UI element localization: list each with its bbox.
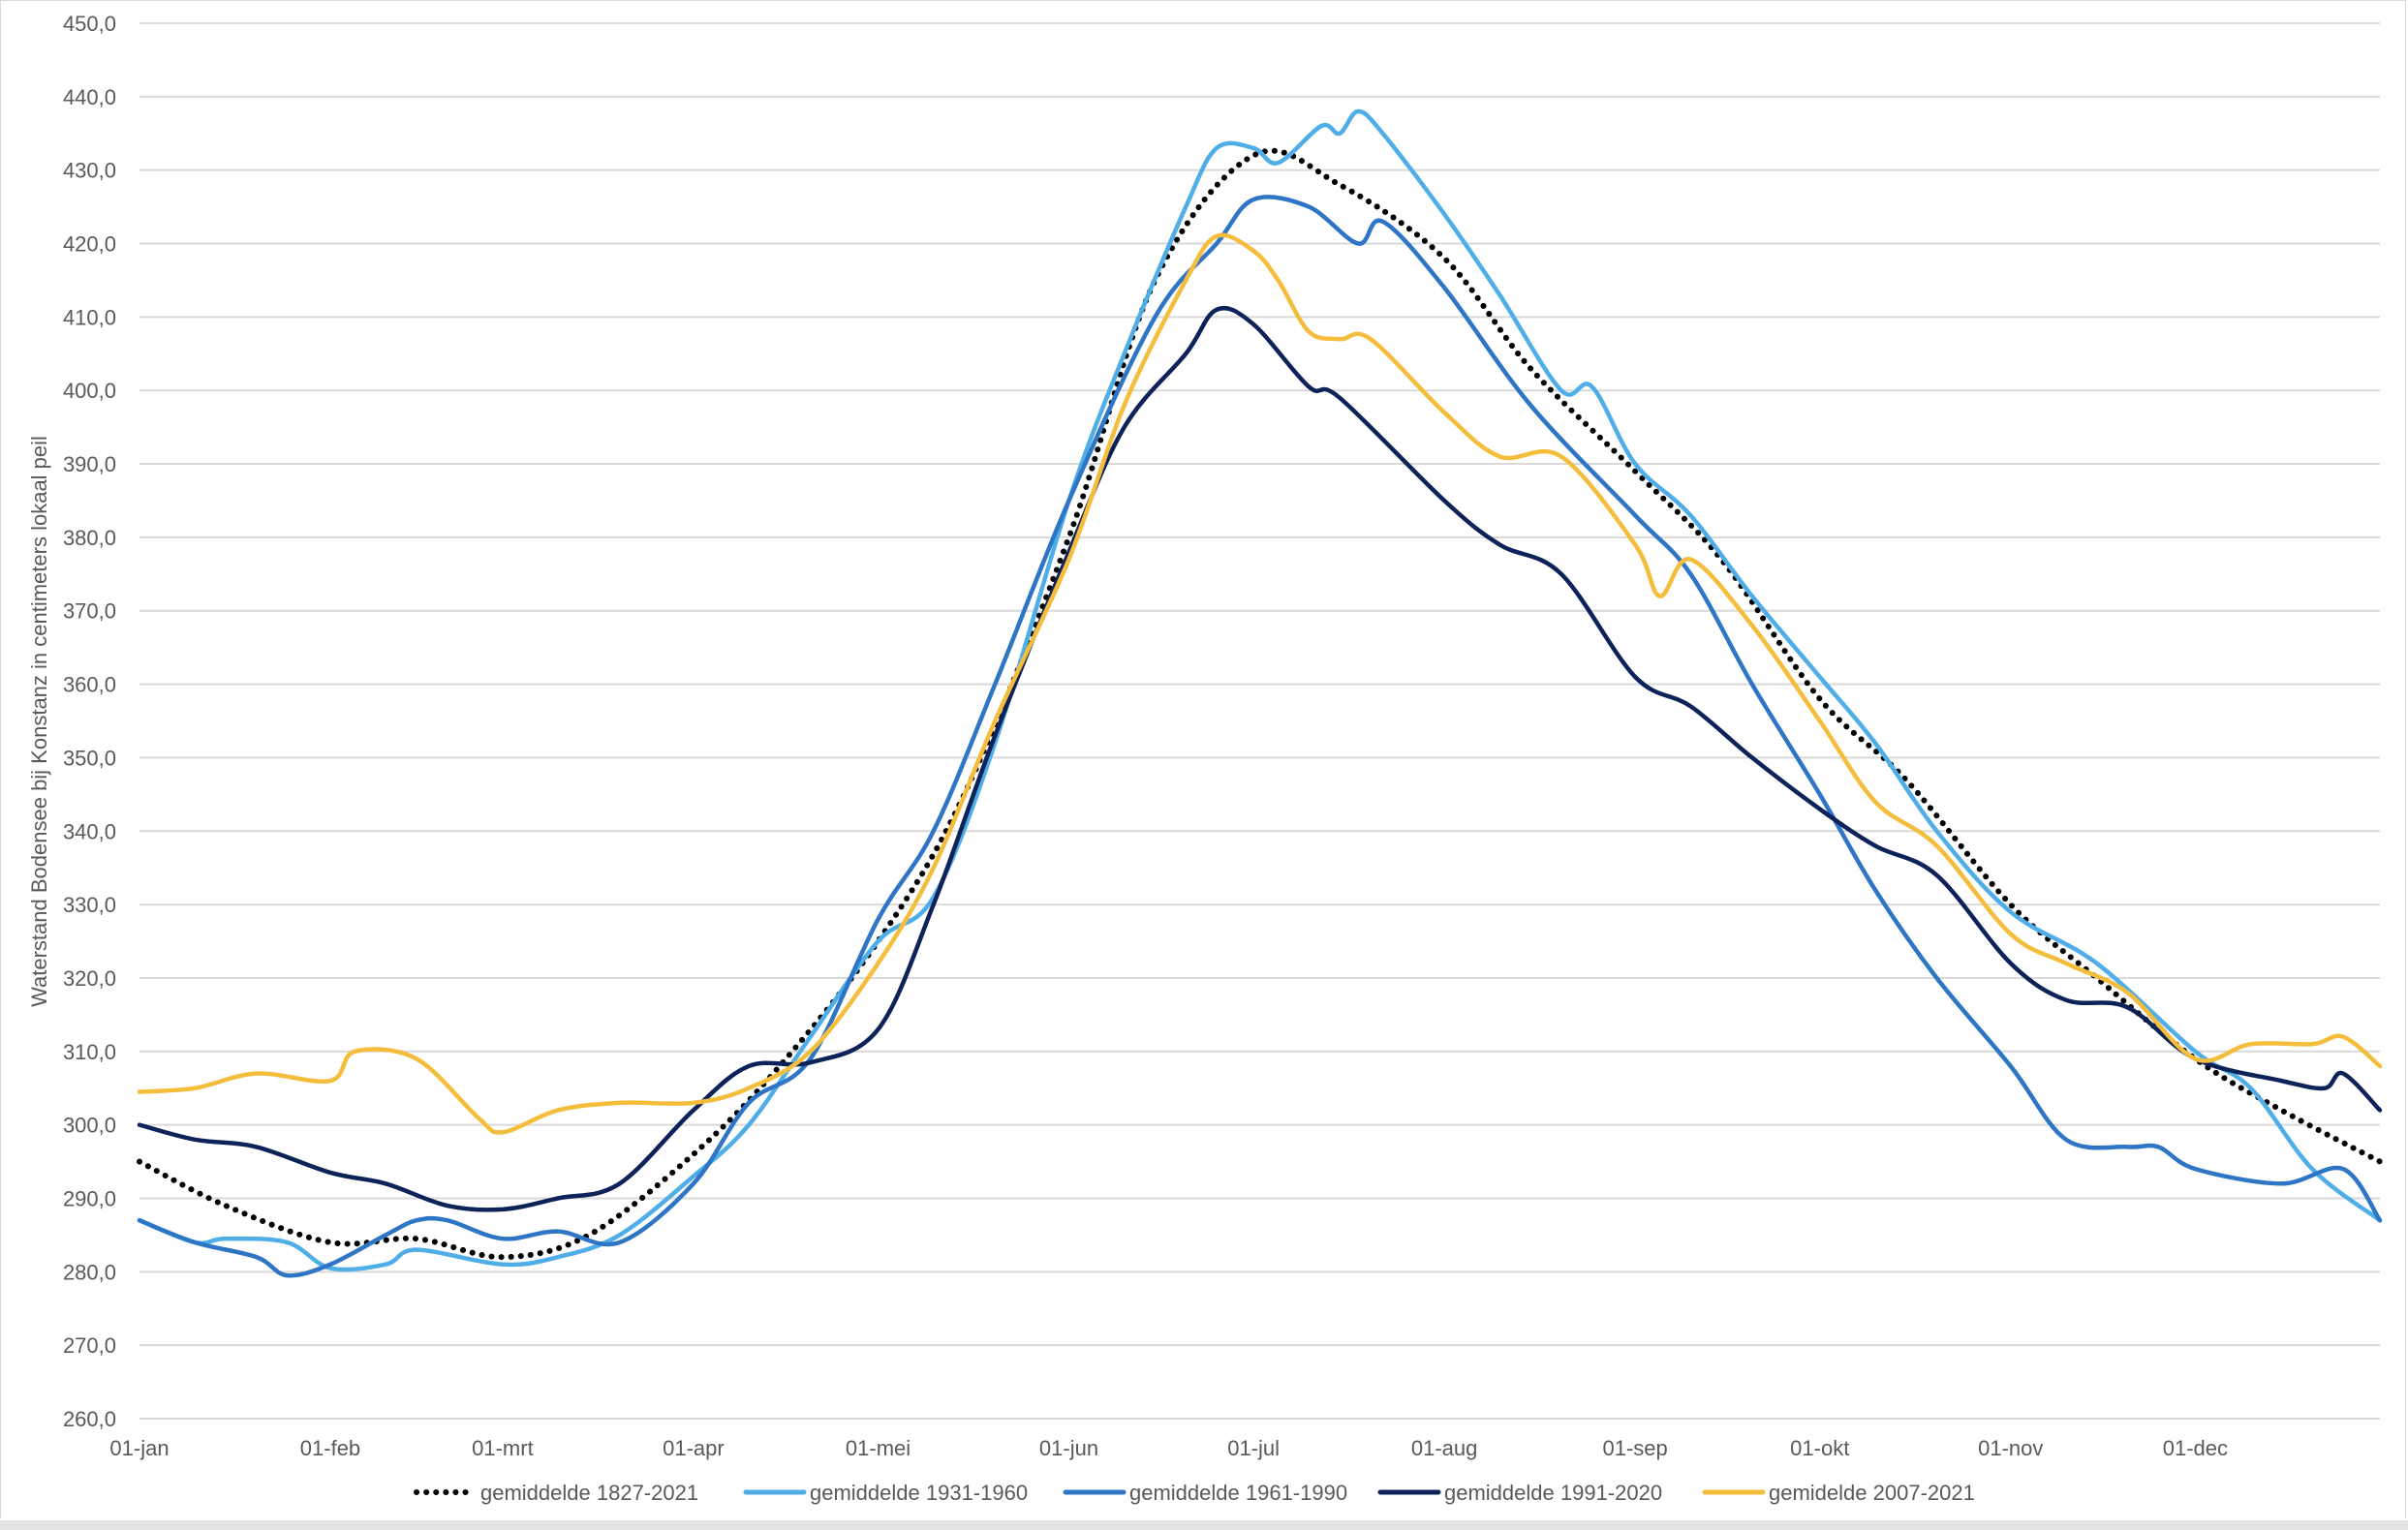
y-tick-label: 260,0 (63, 1407, 116, 1431)
y-tick-label: 280,0 (63, 1260, 116, 1284)
y-tick-label: 430,0 (63, 159, 116, 183)
x-tick-label: 01-feb (300, 1436, 360, 1460)
y-tick-label: 410,0 (63, 305, 116, 329)
y-tick-label: 340,0 (63, 819, 116, 843)
legend-label: gemiddelde 1931-1960 (810, 1481, 1028, 1505)
x-tick-label: 01-jul (1227, 1436, 1280, 1460)
y-axis-title: Waterstand Bodensee bij Konstanz in cent… (27, 436, 51, 1007)
y-tick-label: 380,0 (63, 526, 116, 550)
y-tick-label: 350,0 (63, 746, 116, 770)
x-tick-label: 01-nov (1978, 1436, 2043, 1460)
gridlines (139, 22, 2380, 1420)
series-line-4 (137, 232, 2383, 1135)
x-tick-label: 01-mei (846, 1436, 911, 1460)
x-tick-label: 01-okt (1790, 1436, 1849, 1460)
y-tick-label: 310,0 (63, 1040, 116, 1064)
series-line-2 (137, 195, 2383, 1278)
y-tick-label: 400,0 (63, 379, 116, 403)
x-tick-label: 01-jun (1039, 1436, 1098, 1460)
x-tick-label: 01-aug (1411, 1436, 1478, 1460)
x-tick-label: 01-dec (2163, 1436, 2228, 1460)
legend-label: gemiddelde 1991-2020 (1444, 1481, 1662, 1505)
legend-label: gemiddelde 1827-2021 (480, 1481, 698, 1505)
legend-label: gemidelde 2007-2021 (1769, 1481, 1975, 1505)
y-tick-label: 270,0 (63, 1333, 116, 1358)
bottom-strip (0, 1520, 2408, 1530)
y-tick-label: 440,0 (63, 85, 116, 109)
x-tick-label: 01-jan (109, 1436, 169, 1460)
y-tick-label: 360,0 (63, 673, 116, 697)
legend: gemiddelde 1827-2021 gemiddelde 1931-1960… (414, 1481, 1975, 1505)
y-tick-labels: 260,0 270,0 280,0 290,0 300,0 310,0 320,0 330,0… (63, 12, 116, 1431)
series-line-0 (137, 147, 2383, 1261)
y-tick-label: 420,0 (63, 232, 116, 257)
x-tick-labels: 01-jan 01-feb 01-mrt 01-apr 01-mei 01-jun 01-j… (109, 1436, 2228, 1460)
y-tick-label: 330,0 (63, 893, 116, 917)
y-tick-label: 370,0 (63, 599, 116, 624)
legend-label: gemiddelde 1961-1990 (1129, 1481, 1347, 1505)
y-tick-label: 450,0 (63, 12, 116, 36)
series-line-1 (137, 108, 2383, 1272)
y-tick-label: 390,0 (63, 452, 116, 476)
x-tick-label: 01-sep (1602, 1436, 1667, 1460)
y-tick-label: 300,0 (63, 1114, 116, 1138)
y-tick-label: 290,0 (63, 1186, 116, 1210)
x-tick-label: 01-mrt (472, 1436, 534, 1460)
x-tick-label: 01-apr (663, 1436, 725, 1460)
series-lines (137, 108, 2383, 1278)
y-tick-label: 320,0 (63, 966, 116, 991)
series-line-3 (137, 305, 2383, 1212)
